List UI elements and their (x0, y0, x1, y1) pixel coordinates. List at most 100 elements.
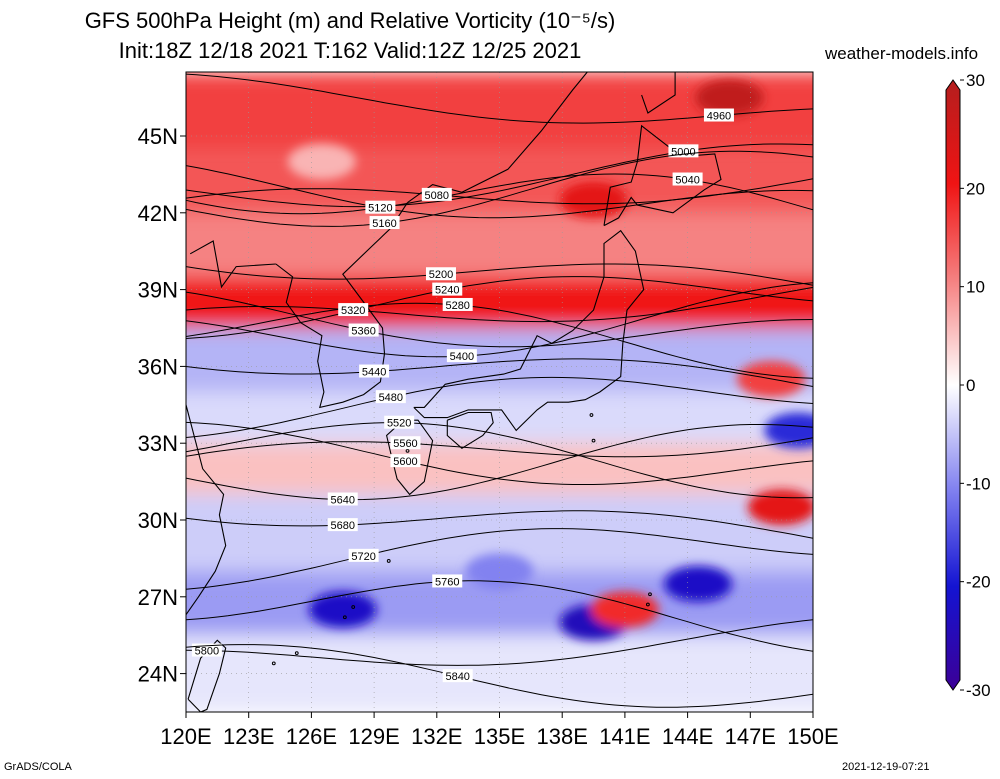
contour-label-bg (390, 454, 421, 468)
contour-label: 5400 (450, 351, 474, 363)
lon-tick-label: 150E (787, 724, 838, 749)
contour-label: 5080 (425, 190, 449, 202)
island (351, 605, 356, 609)
map-gridlines (186, 72, 813, 712)
vorticity-blob (764, 412, 813, 449)
footer-credit: GrADS/COLA (4, 761, 72, 773)
island (589, 413, 594, 417)
contour-label-bg (668, 144, 699, 158)
footer-timestamp: 2021-12-19-07:21 (842, 761, 930, 773)
contour-label: 5800 (195, 646, 219, 658)
chart-title-line2: Init:18Z 12/18 2021 T:162 Valid:12Z 12/2… (118, 38, 582, 63)
lon-tick-label: 120E (160, 724, 211, 749)
vorticity-blob (465, 553, 534, 590)
contour-label-bg (348, 548, 379, 562)
lon-tick-label: 144E (662, 724, 713, 749)
lon-tick-label: 138E (537, 724, 588, 749)
contour-label-bg (338, 303, 369, 317)
height-contour-line (186, 302, 813, 379)
korea-coast (275, 202, 408, 409)
russia-coast (407, 72, 588, 204)
contour-label: 5440 (362, 367, 386, 379)
contour-label: 5160 (372, 218, 396, 230)
colorbar-label: 20 (966, 179, 985, 198)
colorbar-label: 10 (966, 278, 985, 297)
contour-label-bg (432, 282, 463, 296)
contour-label-bg (327, 492, 358, 506)
vorticity-band (186, 212, 813, 277)
vorticity-blob (559, 182, 628, 218)
contour-label: 5280 (445, 300, 469, 312)
contour-label: 5520 (387, 418, 411, 430)
contour-label: 5360 (351, 326, 375, 338)
lon-tick-label: 141E (599, 724, 650, 749)
contour-label-bg (384, 415, 415, 429)
contour-label-bg (446, 349, 477, 363)
vorticity-blob (590, 591, 659, 628)
contour-label: 5600 (393, 456, 417, 468)
lat-tick-label: 24N (138, 662, 178, 687)
lon-tick-label: 135E (474, 724, 525, 749)
contour-label: 5240 (435, 285, 459, 297)
island (271, 661, 276, 666)
height-contour-line (186, 421, 813, 485)
height-contour-line (186, 150, 813, 227)
contour-label: 4960 (707, 111, 731, 123)
vorticity-band (186, 148, 813, 213)
lat-tick-label: 27N (138, 585, 178, 610)
lon-tick-label: 126E (286, 724, 337, 749)
height-contour-line (186, 510, 813, 539)
colorbar-label: 0 (966, 376, 975, 395)
sakhalin (641, 72, 676, 114)
height-contour-line (186, 173, 813, 215)
island (645, 602, 650, 607)
contour-label-bg (327, 518, 358, 532)
lat-tick-label: 30N (138, 508, 178, 533)
height-contour-line (186, 644, 813, 708)
height-contour-line (186, 291, 813, 348)
site-watermark: weather-models.info (825, 44, 979, 63)
lat-tick-label: 39N (138, 278, 178, 303)
lon-tick-label: 123E (223, 724, 274, 749)
height-contour-line (186, 424, 813, 501)
contour-label: 5480 (379, 392, 403, 404)
contour-label-bg (390, 436, 421, 450)
island (648, 592, 652, 597)
height-contours: 4960 5000 5040 5080 5120 5160 5200 5240 5280 5320… (186, 73, 813, 708)
height-contour-line (186, 580, 813, 652)
island (591, 438, 596, 443)
colorbar-label: -30 (966, 681, 991, 700)
colorbar-label: -20 (966, 573, 991, 592)
contour-label-bg (442, 297, 473, 311)
vorticity-blob (287, 143, 356, 180)
contour-label-bg (365, 200, 396, 214)
island (342, 615, 347, 620)
contour-label-bg (421, 187, 452, 201)
height-contour-line (186, 263, 813, 286)
lat-tick-label: 45N (138, 124, 178, 149)
shikoku (446, 411, 494, 449)
island (294, 651, 299, 656)
contour-label: 5840 (445, 671, 469, 683)
height-contour-line (186, 143, 813, 208)
longitude-axis: 120E 123E 126E 129E 132E 135E 138E 141E 144E 147E… (160, 712, 839, 749)
vorticity-band (186, 443, 813, 495)
contour-label: 5760 (435, 576, 459, 588)
colorbar-bar (945, 79, 961, 691)
vorticity-blob (664, 566, 733, 602)
height-contour-line (186, 619, 813, 666)
contour-label-bg (375, 390, 406, 404)
lat-tick-label: 33N (138, 431, 178, 456)
contour-label: 5680 (331, 520, 355, 532)
height-contour-line (186, 282, 813, 358)
contour-label: 5000 (671, 146, 695, 158)
lon-tick-label: 132E (411, 724, 462, 749)
height-contour-line (186, 437, 813, 458)
island (386, 559, 391, 563)
lon-tick-label: 129E (348, 724, 399, 749)
island (405, 448, 410, 453)
colorbar-label: 30 (966, 71, 985, 90)
kyushu (385, 419, 434, 496)
lat-tick-label: 42N (138, 201, 178, 226)
